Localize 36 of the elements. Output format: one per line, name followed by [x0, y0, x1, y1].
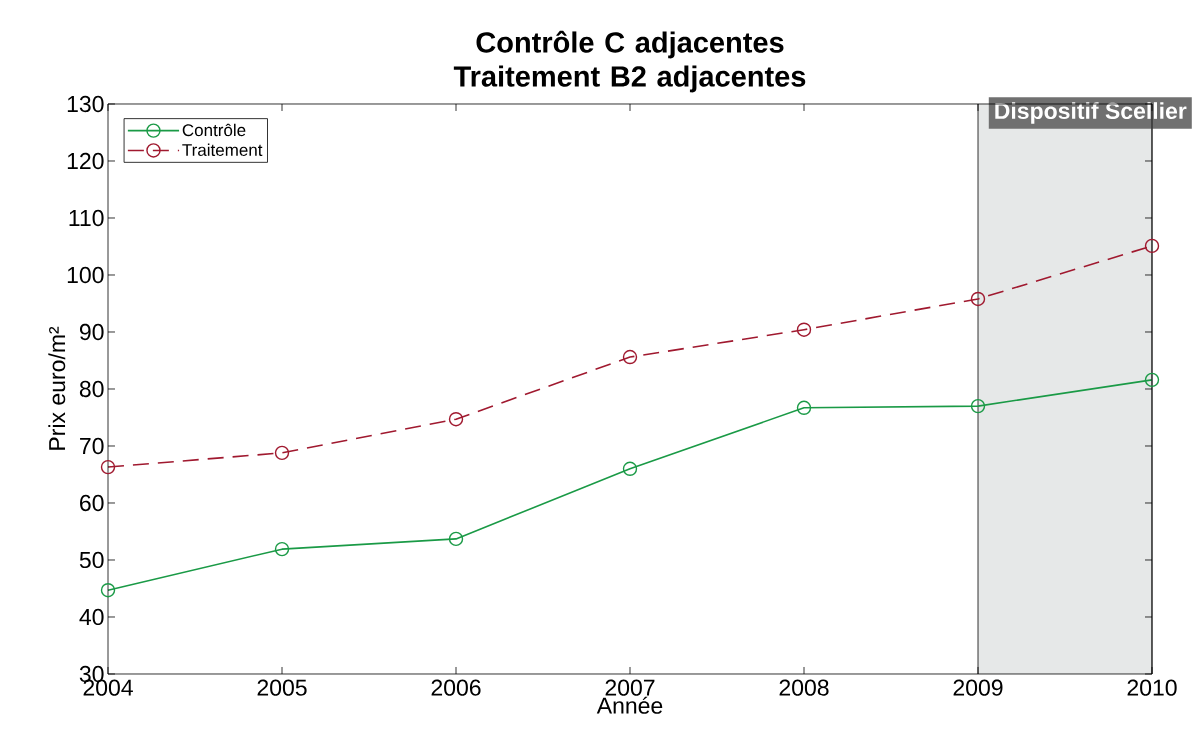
- chart-title: Contrôle C adjacentes Traitement B2 adjacentes: [453, 30, 806, 93]
- y-tick-label: 50: [79, 551, 104, 569]
- y-axis-title: Prix euro/m²: [48, 326, 66, 450]
- point: [1144, 372, 1160, 388]
- y-tick-label: 60: [80, 494, 104, 512]
- x-tick-label: 2006: [431, 679, 481, 696]
- y-tick-label: 130: [67, 95, 104, 113]
- legend-label: Traitement: [182, 143, 263, 157]
- x-axis-title: Année: [596, 696, 663, 714]
- y-tick-label: 120: [67, 152, 104, 170]
- point: [970, 398, 986, 414]
- point: [796, 322, 812, 337]
- y-tick-label: 110: [69, 209, 104, 227]
- x-tick-label: 2010: [1127, 679, 1177, 696]
- x-tick-label: 2007: [605, 679, 655, 696]
- point: [622, 461, 638, 476]
- point: [274, 445, 290, 461]
- legend-label: Contrôle: [182, 123, 246, 137]
- point: [100, 459, 116, 475]
- point: [970, 291, 986, 307]
- point: [100, 583, 116, 598]
- y-tick-label: 70: [80, 437, 104, 455]
- point: [448, 412, 464, 427]
- point: [1144, 238, 1160, 254]
- x-tick-label: 2008: [779, 679, 829, 696]
- x-tick-label: 2009: [953, 679, 1003, 696]
- band-label: Dispositif Scellier: [995, 102, 1187, 124]
- point: [796, 400, 812, 415]
- point: [274, 541, 290, 557]
- y-tick-label: 40: [79, 608, 104, 626]
- point: [622, 349, 638, 365]
- x-tick-label: 2005: [257, 679, 307, 696]
- y-tick-label: 100: [67, 266, 104, 284]
- y-tick-label: 80: [79, 380, 104, 398]
- y-tick-label: 90: [79, 323, 104, 341]
- point: [448, 531, 464, 547]
